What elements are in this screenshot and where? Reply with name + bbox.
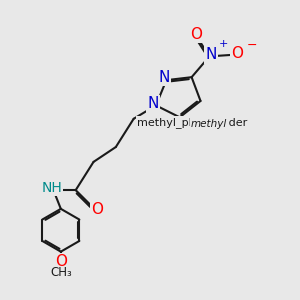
Text: N: N (147, 96, 159, 111)
Text: +: + (218, 39, 228, 49)
Text: O: O (91, 202, 103, 217)
Text: O: O (231, 46, 243, 61)
Text: −: − (247, 39, 258, 52)
Text: methyl: methyl (191, 119, 227, 129)
Text: O: O (55, 254, 67, 269)
Text: O: O (190, 27, 202, 42)
Text: CH₃: CH₃ (50, 266, 72, 279)
Text: N: N (158, 70, 170, 85)
Text: N: N (205, 47, 217, 62)
Text: NH: NH (41, 181, 62, 195)
Text: methyl_placeholder: methyl_placeholder (137, 117, 247, 128)
